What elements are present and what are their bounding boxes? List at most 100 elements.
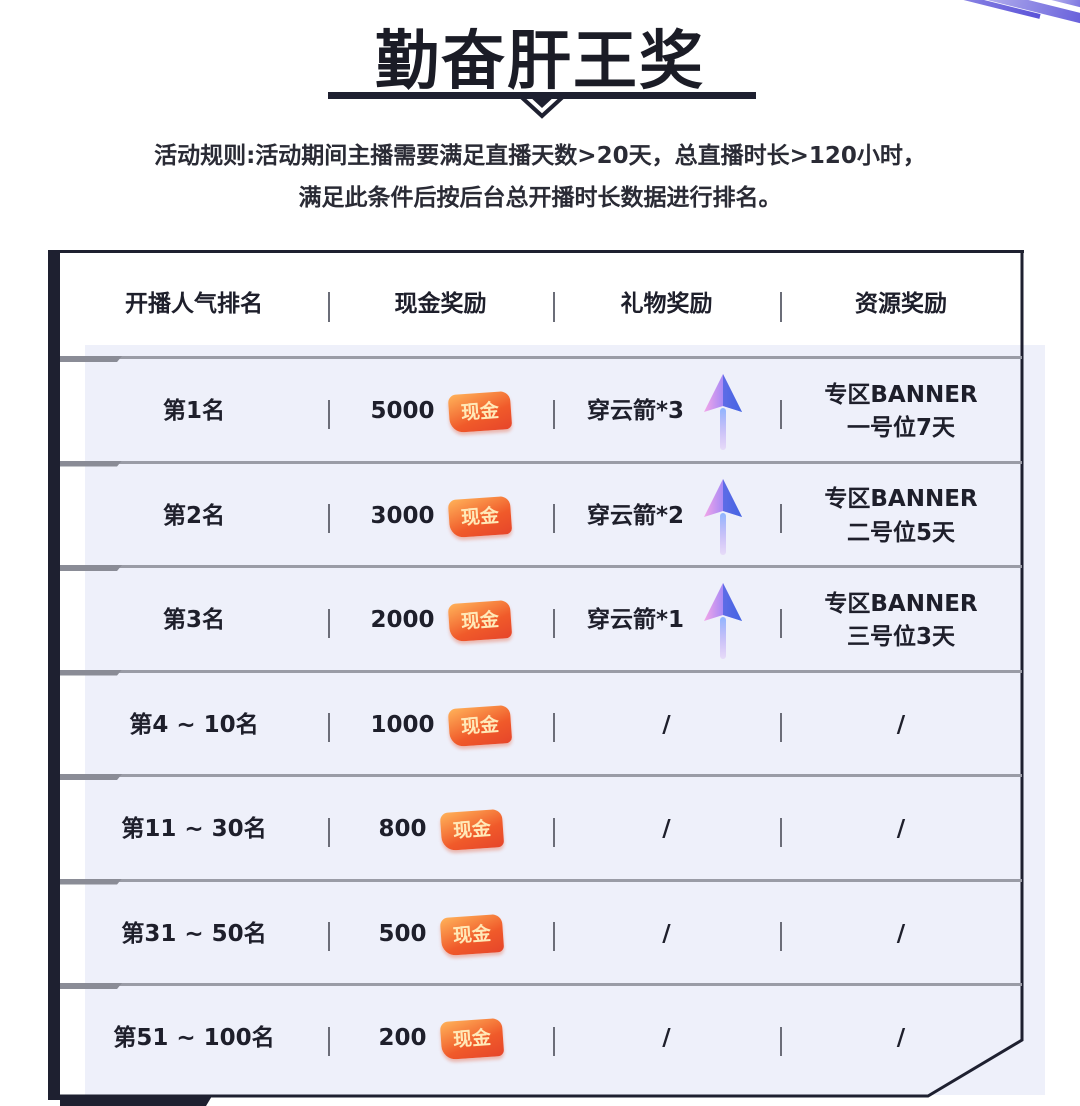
table-row: 第11 ~ 30名 800 现金 / / — [60, 778, 1022, 882]
column-divider — [553, 608, 555, 638]
column-divider — [780, 608, 782, 638]
rank-cell: 第4 ~ 10名 — [129, 711, 259, 738]
gift-cell: / — [553, 778, 780, 882]
gift-text: / — [662, 816, 671, 843]
cash-badge-icon: 现金 — [447, 704, 512, 747]
gift-cell: / — [553, 987, 780, 1091]
row-separator — [60, 356, 1022, 359]
table-row: 第2名 3000 现金 穿云箭*2 专区BANNER 二号位5天 — [60, 465, 1022, 569]
column-divider — [328, 608, 330, 638]
column-divider — [553, 713, 555, 743]
column-divider — [328, 292, 330, 322]
cash-amount: 1000 — [370, 711, 435, 738]
cash-badge-icon: 现金 — [447, 390, 512, 434]
cash-badge-icon: 现金 — [439, 808, 504, 852]
row-separator — [60, 878, 1022, 882]
resource-cell: / — [780, 778, 1022, 882]
column-divider — [780, 504, 782, 534]
table-row: 第1名 5000 现金 穿云箭*3 专区BANNER 一号位7天 — [60, 360, 1022, 464]
column-divider — [553, 399, 555, 429]
column-divider — [780, 922, 782, 952]
gift-text: / — [662, 711, 671, 738]
column-divider — [328, 922, 330, 952]
cash-amount: 2000 — [370, 607, 435, 634]
rank-cell: 第3名 — [162, 607, 225, 634]
gift-cell: 穿云箭*2 — [553, 465, 780, 569]
column-divider — [780, 399, 782, 429]
gift-cell: / — [553, 674, 780, 778]
resource-line-1: 专区BANNER — [824, 590, 978, 617]
gift-text: 穿云箭*2 — [586, 502, 685, 529]
rules-line-1: 活动规则:活动期间主播需要满足直播天数>20天，总直播时长>120小时， — [154, 143, 926, 169]
rank-cell: 第11 ~ 30名 — [121, 816, 267, 843]
gift-text: / — [662, 1025, 671, 1052]
cash-cell: 1000 现金 — [328, 674, 553, 778]
resource-cell: 专区BANNER 三号位3天 — [780, 569, 1022, 673]
table-row: 第4 ~ 10名 1000 现金 / / — [60, 674, 1022, 778]
column-divider — [328, 399, 330, 429]
resource-cell: 专区BANNER 一号位7天 — [780, 360, 1022, 464]
column-divider — [328, 713, 330, 743]
column-divider — [780, 817, 782, 847]
rank-cell: 第51 ~ 100名 — [113, 1025, 275, 1052]
header-gift: 礼物奖励 — [620, 291, 713, 318]
table-row: 第51 ~ 100名 200 现金 / / — [60, 987, 1022, 1091]
column-divider — [553, 504, 555, 534]
resource-line-2: 二号位5天 — [846, 519, 955, 546]
cash-badge-icon: 现金 — [439, 913, 504, 956]
arrow-gem-icon — [704, 374, 743, 450]
rank-cell: 第31 ~ 50名 — [121, 920, 267, 947]
cash-cell: 3000 现金 — [328, 465, 553, 569]
gift-cell: / — [553, 883, 780, 987]
row-separator — [60, 669, 1022, 673]
resource-line-1: / — [896, 711, 906, 738]
column-divider — [553, 292, 555, 322]
gift-text: 穿云箭*1 — [586, 607, 685, 634]
row-separator — [60, 460, 1022, 464]
cash-amount: 500 — [378, 920, 427, 947]
column-divider — [553, 922, 555, 952]
arrow-gem-icon — [704, 583, 743, 659]
cash-cell: 2000 现金 — [328, 569, 553, 673]
resource-cell: / — [780, 674, 1022, 778]
resource-cell: / — [780, 883, 1022, 987]
column-divider — [328, 504, 330, 534]
resource-line-2: 三号位3天 — [846, 624, 955, 650]
resource-line-1: / — [896, 920, 906, 947]
cash-cell: 800 现金 — [328, 778, 553, 882]
resource-line-1: / — [896, 816, 906, 843]
cash-cell: 500 现金 — [328, 883, 553, 987]
gift-cell: 穿云箭*3 — [553, 360, 780, 464]
resource-line-2: 一号位7天 — [846, 415, 955, 441]
cash-amount: 3000 — [370, 502, 435, 529]
column-divider — [328, 1026, 330, 1056]
page-title: 勤奋肝王奖 — [375, 25, 705, 99]
header-cash: 现金奖励 — [394, 291, 487, 318]
cash-badge-icon: 现金 — [447, 495, 512, 538]
cash-amount: 5000 — [370, 398, 435, 425]
rank-cell: 第2名 — [162, 502, 225, 529]
resource-line-1: 专区BANNER — [824, 486, 978, 513]
rules-line-2: 满足此条件后按后台总开播时长数据进行排名。 — [298, 185, 782, 211]
table-row: 第3名 2000 现金 穿云箭*1 专区BANNER 三号位3天 — [60, 569, 1022, 673]
cash-badge-icon: 现金 — [439, 1017, 504, 1061]
cash-amount: 800 — [378, 816, 427, 843]
header-resource: 资源奖励 — [855, 291, 947, 318]
resource-cell: / — [780, 987, 1022, 1091]
arrow-gem-icon — [704, 478, 743, 555]
cash-cell: 200 现金 — [328, 987, 553, 1091]
column-divider — [780, 292, 782, 322]
resource-line-1: 专区BANNER — [824, 381, 978, 408]
cash-badge-icon: 现金 — [447, 599, 512, 643]
rank-cell: 第1名 — [162, 398, 225, 425]
gift-cell: 穿云箭*1 — [553, 569, 780, 673]
row-separator — [60, 565, 1022, 568]
column-divider — [553, 817, 555, 847]
row-separator — [60, 774, 1022, 777]
cash-amount: 200 — [378, 1025, 427, 1052]
column-divider — [553, 1026, 555, 1056]
resource-cell: 专区BANNER 二号位5天 — [780, 465, 1022, 569]
column-divider — [780, 1026, 782, 1056]
title-underline — [328, 92, 756, 119]
header-rank: 开播人气排名 — [125, 291, 263, 318]
